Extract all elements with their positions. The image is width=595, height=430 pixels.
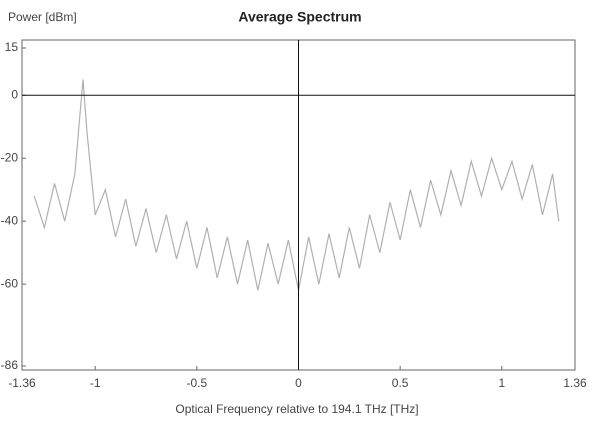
chart-title: Average Spectrum: [238, 9, 361, 25]
y-tick-label: -40: [1, 213, 19, 227]
x-tick-label: 0.5: [392, 376, 409, 390]
y-axis-label: Power [dBm]: [8, 10, 77, 24]
x-tick-label: 1.36: [563, 376, 587, 390]
y-tick-label: -20: [1, 150, 19, 164]
x-tick-label: -0.5: [187, 376, 208, 390]
y-tick-label: -60: [1, 276, 19, 290]
y-tick-label: 0: [11, 87, 18, 101]
x-tick-label: 1: [498, 376, 505, 390]
spectrum-line: [33, 79, 560, 291]
y-tick-label: -86: [1, 358, 19, 372]
x-tick-label: -1: [90, 376, 101, 390]
x-tick-label: -1.36: [8, 376, 36, 390]
x-axis-label: Optical Frequency relative to 194.1 THz …: [175, 402, 418, 416]
y-tick-label: 15: [5, 40, 19, 54]
x-tick-label: 0: [295, 376, 302, 390]
